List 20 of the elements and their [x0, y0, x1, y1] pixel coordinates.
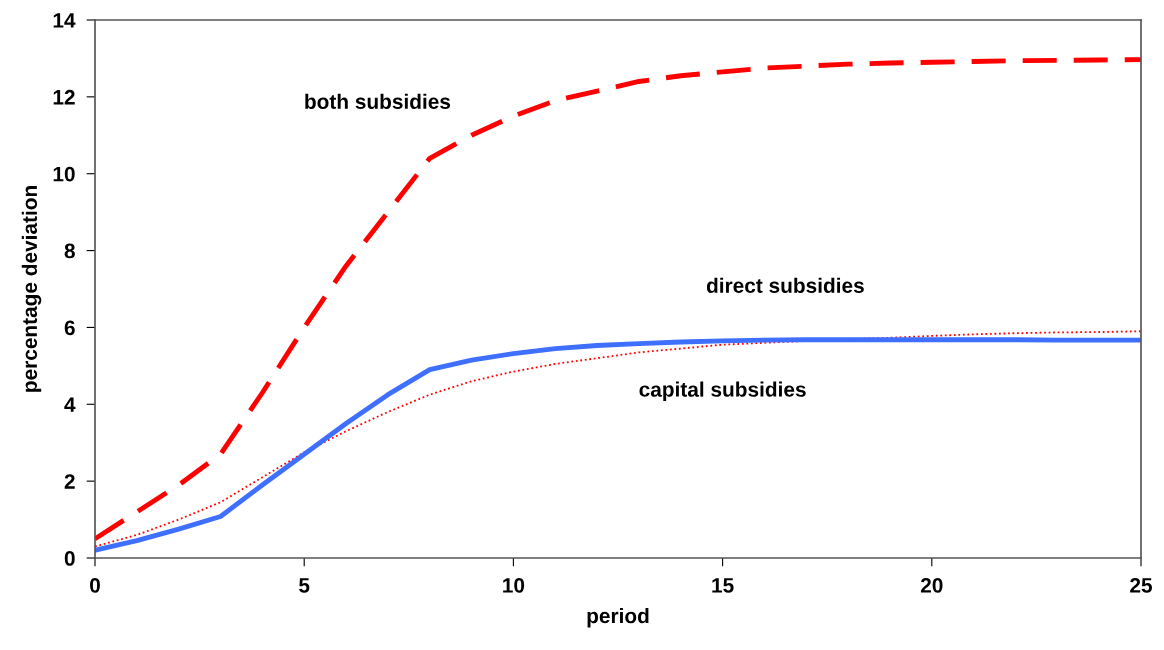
y-axis-title: percentage deviation	[21, 186, 42, 392]
y-tick-label: 6	[64, 320, 75, 336]
x-tick-label: 10	[503, 577, 525, 593]
x-tick-label: 25	[1130, 577, 1153, 593]
y-tick-label: 10	[53, 166, 75, 182]
line-series	[95, 57, 1141, 542]
y-tick-label: 14	[53, 13, 76, 28]
x-tick-label: 0	[90, 577, 100, 593]
y-tick-label: 0	[64, 551, 75, 566]
x-axis-title: period	[587, 607, 649, 628]
x-tick-label: 20	[920, 577, 943, 593]
y-tick-label: 2	[64, 474, 75, 489]
x-tick-label: 5	[299, 578, 310, 593]
y-tick-label: 8	[64, 243, 75, 259]
x-tick-label: 15	[712, 578, 734, 593]
y-tick-label: 4	[64, 397, 76, 412]
series-label: capital subsidies	[639, 381, 806, 401]
y-tick-label: 12	[53, 89, 75, 105]
series-label: both subsidies	[305, 93, 451, 109]
text: direct subsidies	[706, 277, 864, 293]
